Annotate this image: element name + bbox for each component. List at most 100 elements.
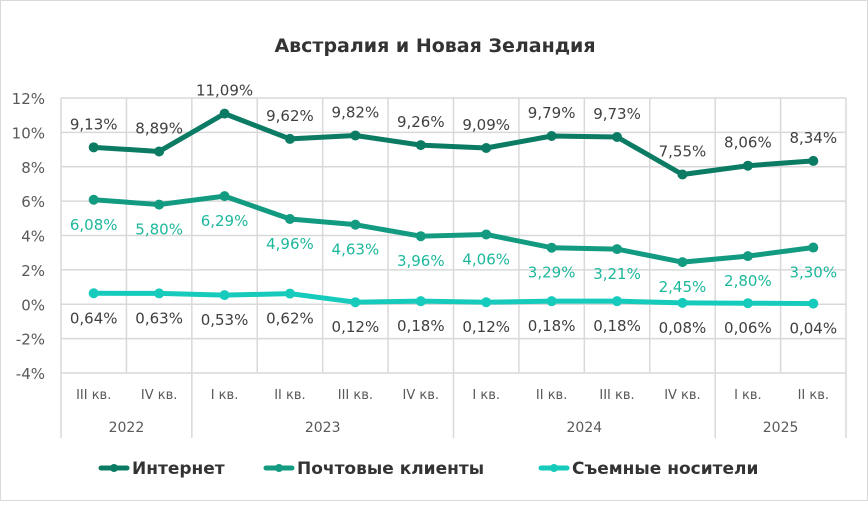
legend-marker-icon bbox=[110, 464, 118, 472]
y-tick-label: 6% bbox=[21, 193, 45, 211]
data-point bbox=[284, 133, 295, 144]
x-tick-label: I кв. bbox=[211, 388, 239, 403]
data-label: 0,18% bbox=[397, 317, 445, 335]
data-label: 4,63% bbox=[332, 241, 380, 259]
data-point bbox=[154, 146, 165, 157]
series-line-0 bbox=[93, 111, 814, 177]
data-point bbox=[742, 160, 753, 171]
data-label: 11,09% bbox=[196, 82, 253, 100]
y-tick-label: 12% bbox=[12, 90, 45, 108]
data-label: 9,79% bbox=[528, 104, 576, 122]
data-point bbox=[350, 130, 361, 141]
x-tick-label: IV кв. bbox=[664, 388, 701, 403]
data-label: 0,18% bbox=[528, 317, 576, 335]
data-point bbox=[808, 155, 819, 166]
data-label: 3,29% bbox=[528, 264, 576, 282]
year-label: 2022 bbox=[109, 420, 145, 436]
data-label: 4,06% bbox=[462, 250, 510, 268]
data-label: 0,64% bbox=[70, 309, 118, 327]
data-label: 9,26% bbox=[397, 113, 445, 131]
data-point bbox=[742, 251, 753, 262]
data-point bbox=[677, 257, 688, 268]
data-point bbox=[546, 130, 557, 141]
x-tick-label: II кв. bbox=[274, 388, 305, 403]
data-point bbox=[88, 288, 99, 299]
y-tick-label: 8% bbox=[21, 159, 45, 177]
data-label: 0,62% bbox=[266, 310, 314, 328]
x-tick-label: II кв. bbox=[798, 388, 829, 403]
data-label: 5,80% bbox=[135, 221, 183, 239]
y-tick-label: 10% bbox=[12, 124, 45, 142]
data-point bbox=[481, 229, 492, 240]
legend-label: Почтовые клиенты bbox=[297, 459, 484, 479]
y-tick-label: -2% bbox=[16, 331, 45, 349]
data-label: 3,96% bbox=[397, 252, 445, 270]
data-label: 0,04% bbox=[789, 320, 837, 338]
data-point bbox=[415, 231, 426, 242]
data-point bbox=[612, 132, 623, 143]
y-tick-label: -4% bbox=[16, 365, 45, 383]
data-label: 3,21% bbox=[593, 265, 641, 283]
year-label: 2023 bbox=[305, 420, 341, 436]
data-point bbox=[284, 214, 295, 224]
x-tick-label: IV кв. bbox=[403, 388, 440, 403]
data-point bbox=[481, 297, 492, 308]
data-label: 3,30% bbox=[789, 264, 837, 282]
year-label: 2025 bbox=[763, 420, 799, 436]
data-label: 8,89% bbox=[135, 119, 183, 137]
x-tick-label: II кв. bbox=[536, 388, 567, 403]
data-label: 7,55% bbox=[659, 142, 707, 160]
data-point bbox=[284, 288, 295, 299]
data-label: 8,34% bbox=[789, 129, 837, 147]
data-label: 2,80% bbox=[724, 272, 772, 290]
data-label: 9,09% bbox=[462, 116, 510, 134]
data-point bbox=[350, 219, 361, 230]
legend-marker-icon bbox=[275, 464, 283, 472]
data-label: 6,29% bbox=[201, 212, 249, 230]
data-label: 0,53% bbox=[201, 311, 249, 329]
data-label: 9,82% bbox=[332, 103, 380, 121]
data-point bbox=[481, 143, 492, 154]
data-label: 0,18% bbox=[593, 317, 641, 335]
data-point bbox=[808, 298, 819, 309]
legend-marker-icon bbox=[550, 464, 558, 472]
x-tick-label: I кв. bbox=[472, 388, 500, 403]
series-line-1 bbox=[93, 193, 814, 265]
x-tick-label: III кв. bbox=[338, 388, 373, 403]
data-label: 9,62% bbox=[266, 107, 314, 125]
data-point bbox=[415, 296, 426, 307]
data-label: 8,06% bbox=[724, 134, 772, 152]
y-tick-label: 0% bbox=[21, 296, 45, 314]
data-point bbox=[612, 296, 623, 307]
data-label: 9,73% bbox=[593, 105, 641, 123]
data-point bbox=[546, 242, 557, 253]
y-tick-label: 4% bbox=[21, 228, 45, 246]
data-label: 4,96% bbox=[266, 235, 314, 253]
data-point bbox=[88, 194, 99, 205]
legend-label: Съемные носители bbox=[572, 459, 758, 479]
data-point bbox=[219, 290, 230, 301]
data-point bbox=[742, 298, 753, 309]
data-point bbox=[677, 297, 688, 308]
chart-title: Австралия и Новая Зеландия bbox=[274, 35, 595, 57]
data-point bbox=[546, 296, 557, 307]
data-point bbox=[219, 191, 230, 202]
data-point bbox=[677, 169, 688, 180]
data-label: 0,12% bbox=[332, 318, 380, 336]
data-label: 0,08% bbox=[659, 319, 707, 337]
year-label: 2024 bbox=[567, 420, 603, 436]
data-point bbox=[808, 242, 819, 253]
series-line-2 bbox=[93, 290, 814, 307]
data-point bbox=[612, 244, 623, 255]
data-label: 0,12% bbox=[462, 318, 510, 336]
data-point bbox=[350, 297, 361, 308]
x-tick-label: III кв. bbox=[76, 388, 111, 403]
data-label: 6,08% bbox=[70, 216, 118, 234]
data-point bbox=[415, 140, 426, 151]
data-point bbox=[219, 108, 230, 119]
x-tick-label: IV кв. bbox=[141, 388, 178, 403]
data-point bbox=[88, 142, 99, 153]
x-tick-label: I кв. bbox=[734, 388, 762, 403]
